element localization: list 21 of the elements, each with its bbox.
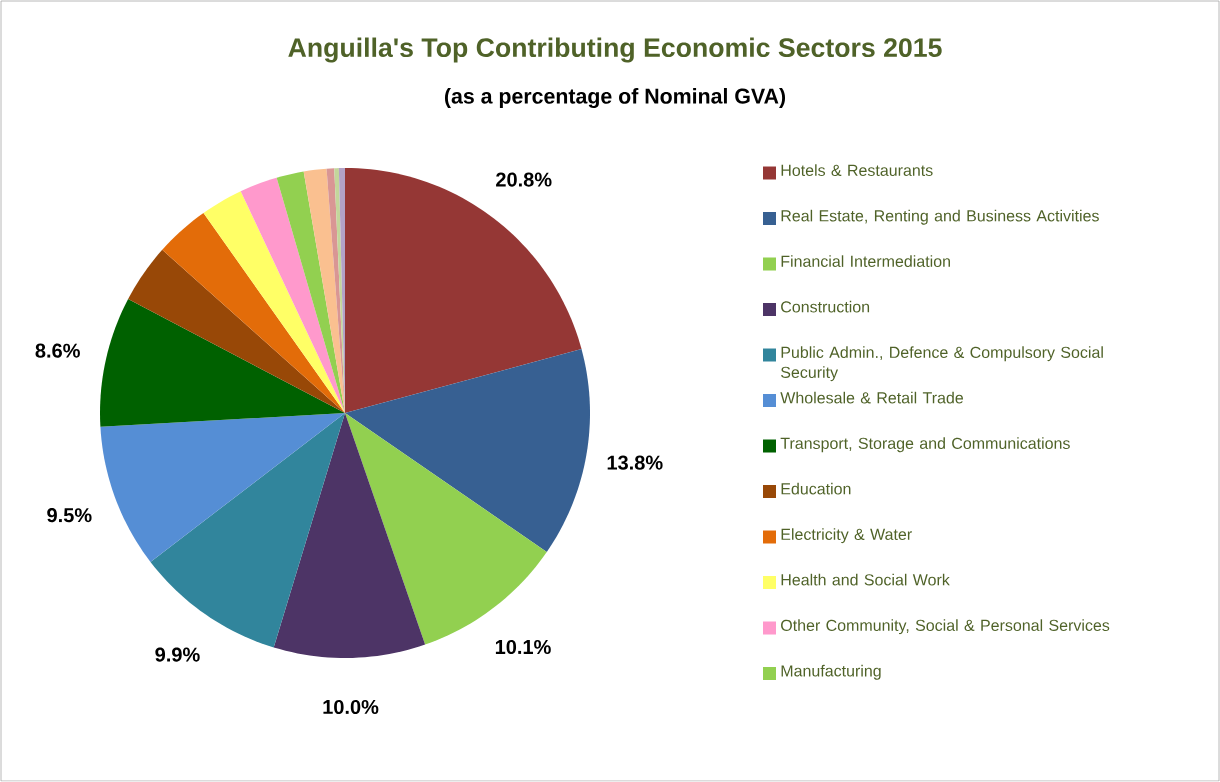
- data-label: 20.8%: [496, 172, 552, 187]
- chart-subtitle: (as a percentage of Nominal GVA): [444, 88, 786, 108]
- legend-label: Education: [781, 482, 851, 495]
- chart-title: Anguilla's Top Contributing Economic Sectors 2015: [288, 37, 942, 63]
- data-label: 13.8%: [607, 455, 663, 470]
- legend-label: Public Admin., Defence & Compulsory Social Security: [781, 346, 1103, 382]
- legend-label: Financial Intermediation: [781, 255, 950, 268]
- legend-label: Real Estate, Renting and Business Activities: [781, 209, 1099, 225]
- legend-label: Wholesale & Retail Trade: [780, 391, 964, 404]
- legend-label: Transport, Storage and Communications: [780, 437, 1070, 453]
- data-label: 9.5%: [47, 508, 92, 523]
- legend-label: Health and Social Work: [781, 573, 950, 586]
- legend-label: Other Community, Social & Personal Services: [781, 619, 1110, 635]
- data-label: 10.0%: [323, 699, 379, 715]
- legend-label: Manufacturing: [781, 664, 881, 680]
- data-label: 8.6%: [35, 343, 80, 358]
- data-label: 9.9%: [155, 647, 200, 662]
- legend-label: Electricity & Water: [781, 528, 912, 544]
- legend-label: Hotels & Restaurants: [781, 164, 933, 177]
- data-label: 10.1%: [495, 639, 551, 655]
- legend-label: Construction: [781, 300, 870, 313]
